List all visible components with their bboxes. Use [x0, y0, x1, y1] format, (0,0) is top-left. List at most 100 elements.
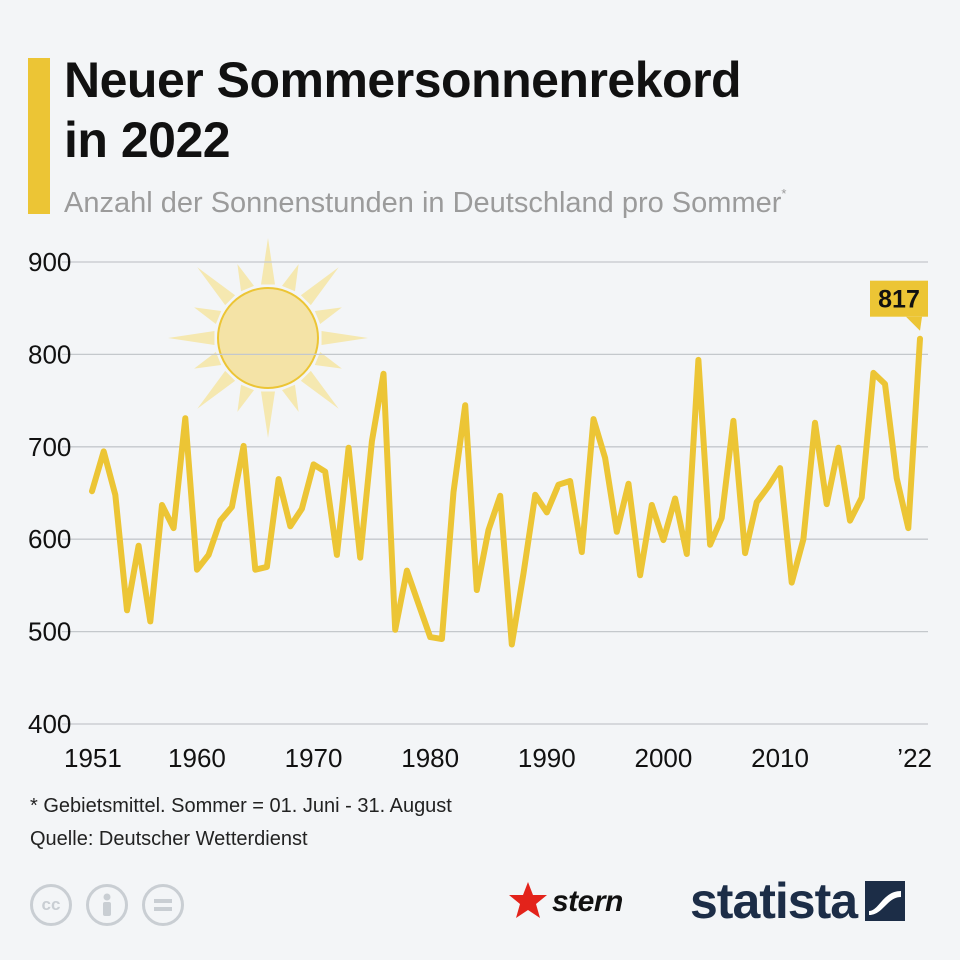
sun-ray [237, 384, 254, 412]
data-point [147, 618, 153, 624]
data-point [602, 455, 608, 461]
data-point [567, 478, 573, 484]
data-point [719, 515, 725, 521]
x-axis-ticks: 1951 1960 1970 1980 1990 2000 2010 ’22 [64, 743, 932, 773]
x-tick-label: ’22 [897, 743, 932, 773]
data-point [835, 445, 841, 451]
sun-ray [194, 307, 222, 324]
sun-illustration [168, 238, 368, 438]
statista-logo-text: statista [690, 873, 858, 929]
data-point [427, 634, 433, 640]
data-point [112, 492, 118, 498]
data-point [252, 567, 258, 573]
data-point [357, 555, 363, 561]
data-point [894, 475, 900, 481]
data-point [660, 537, 666, 543]
data-point [695, 357, 701, 363]
data-point [334, 552, 340, 558]
sun-ray [197, 267, 236, 306]
statista-logo[interactable]: statista [690, 872, 906, 930]
y-tick-label: 600 [28, 524, 71, 554]
data-point [730, 418, 736, 424]
data-point [171, 525, 177, 531]
data-point [299, 506, 305, 512]
sun-ray [321, 330, 368, 346]
sun-ray [282, 384, 299, 412]
data-point [381, 371, 387, 377]
data-point [124, 607, 130, 613]
data-point [614, 529, 620, 535]
cc-icon[interactable]: cc [30, 884, 72, 926]
y-tick-label: 900 [28, 247, 71, 277]
data-point [812, 420, 818, 426]
data-point [754, 499, 760, 505]
data-point [322, 469, 328, 475]
data-point [474, 587, 480, 593]
page-title: Neuer Sommersonnenrekord in 2022 [64, 50, 742, 170]
x-tick-label: 2010 [751, 743, 809, 773]
data-point [707, 542, 713, 548]
data-point [486, 527, 492, 533]
sun-ray [168, 330, 215, 346]
stern-logo[interactable]: stern [508, 880, 623, 924]
data-point [311, 461, 317, 467]
footnote: * Gebietsmittel. Sommer = 01. Juni - 31.… [30, 795, 452, 817]
data-point [555, 482, 561, 488]
data-point [800, 536, 806, 542]
data-point [625, 481, 631, 487]
subtitle-text: Anzahl der Sonnenstunden in Deutschland … [64, 187, 782, 219]
annotation-pointer [906, 316, 922, 331]
chart-annotation: 817 [870, 280, 928, 331]
x-tick-label: 1951 [64, 743, 122, 773]
sun-ray [314, 307, 342, 324]
data-point [159, 502, 165, 508]
sun-ray [194, 352, 222, 369]
attribution-icon[interactable] [86, 884, 128, 926]
data-point [404, 568, 410, 574]
series-line-sonnenstunden [89, 335, 923, 648]
chart-series [89, 335, 923, 648]
data-point [789, 580, 795, 586]
data-point [579, 549, 585, 555]
data-point [462, 402, 468, 408]
title-accent-bar [28, 58, 50, 214]
data-point [451, 489, 457, 495]
x-tick-label: 1990 [518, 743, 576, 773]
data-point [742, 550, 748, 556]
statista-mark-icon [865, 881, 906, 921]
data-point [101, 448, 107, 454]
x-tick-label: 1980 [401, 743, 459, 773]
noderivs-icon[interactable] [142, 884, 184, 926]
data-point [859, 495, 865, 501]
y-axis-ticks: 900 800 700 600 500 400 [28, 247, 71, 739]
data-point [824, 501, 830, 507]
stern-star-icon [509, 882, 547, 918]
annotation-box [870, 280, 928, 317]
data-point [229, 504, 235, 510]
sun-ray [314, 352, 342, 369]
data-point [194, 567, 200, 573]
y-tick-label: 500 [28, 617, 71, 647]
data-point [369, 438, 375, 444]
data-point [206, 552, 212, 558]
data-point [439, 636, 445, 642]
data-point [392, 627, 398, 633]
y-tick-label: 800 [28, 339, 71, 369]
data-point [777, 465, 783, 471]
data-point [276, 476, 282, 482]
sun-ray [237, 264, 254, 292]
x-tick-label: 1970 [285, 743, 343, 773]
cc-icon-label: cc [41, 895, 61, 914]
sun-ray [282, 264, 299, 292]
data-point [847, 518, 853, 524]
data-point [241, 443, 247, 449]
data-point [590, 416, 596, 422]
data-point [544, 509, 550, 515]
data-point [637, 572, 643, 578]
x-tick-label: 1960 [168, 743, 226, 773]
x-tick-label: 2000 [635, 743, 693, 773]
page-subtitle: Anzahl der Sonnenstunden in Deutschland … [64, 186, 786, 220]
sun-ray [260, 238, 276, 285]
y-tick-label: 700 [28, 432, 71, 462]
